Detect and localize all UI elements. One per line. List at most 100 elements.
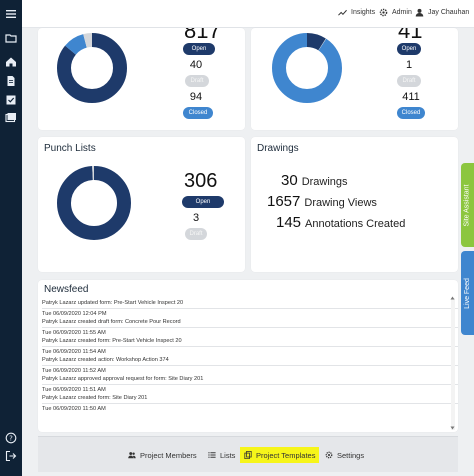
tab-project-templates-label: Project Templates: [256, 450, 316, 460]
gear-icon: [379, 8, 388, 17]
drawing-views-count: 1657: [267, 193, 301, 210]
trend-icon: [338, 9, 347, 16]
document-icon[interactable]: [5, 75, 17, 87]
drawings-row[interactable]: 30 Drawings: [267, 172, 348, 189]
actions-draft-count: 1: [405, 59, 413, 71]
annotations-label: Annotations Created: [305, 218, 406, 230]
punch-lists-card: Punch Lists 306 Open 3 Draft: [38, 137, 245, 272]
list-icon: [208, 452, 216, 458]
live-feed-label: Live Feed: [464, 277, 471, 309]
user-icon: [415, 8, 424, 17]
insights-label: Insights: [351, 9, 376, 16]
left-nav: ?: [0, 0, 22, 476]
bottom-tab-bar: Project Members Lists Project Templates …: [38, 436, 458, 472]
list-item: Tue 06/09/2020 11:54 AM Patryk Lazarz cr…: [42, 347, 458, 366]
tab-project-members[interactable]: Project Members: [128, 447, 197, 463]
annotations-row[interactable]: 145 Annotations Created: [267, 214, 405, 231]
feed-text: Patryk Lazarz created form: Pre-Start Ve…: [42, 338, 182, 344]
tab-lists-label: Lists: [220, 450, 236, 460]
tab-settings-label: Settings: [337, 450, 365, 460]
feed-time: Tue 06/09/2020 11:51 AM: [42, 387, 106, 393]
gallery-icon[interactable]: [5, 112, 17, 124]
forms-draft-count: 40: [189, 59, 203, 71]
live-feed-tab[interactable]: Live Feed: [461, 251, 474, 335]
newsfeed-scrollbar[interactable]: [451, 298, 455, 430]
tab-lists[interactable]: Lists: [208, 447, 235, 463]
actions-closed-pill[interactable]: Closed: [397, 107, 425, 119]
actions-open-pill[interactable]: Open: [397, 43, 421, 55]
punch-draft-pill[interactable]: Draft: [185, 228, 207, 240]
list-item: Tue 06/09/2020 12:04 PM Patryk Lazarz cr…: [42, 309, 458, 328]
newsfeed-card: Newsfeed Patryk Lazarz updated form: Pre…: [38, 280, 458, 432]
forms-donut-chart: [57, 33, 127, 103]
newsfeed-title: Newsfeed: [44, 284, 89, 295]
list-item: Patryk Lazarz updated form: Pre-Start Ve…: [42, 298, 458, 309]
logout-icon[interactable]: [5, 450, 17, 462]
drawings-card: Drawings 30 Drawings 1657 Drawing Views …: [251, 137, 458, 272]
menu-icon[interactable]: [5, 8, 17, 20]
insights-link[interactable]: Insights: [338, 8, 375, 17]
feed-text: Patryk Lazarz updated form: Pre-Start Ve…: [42, 300, 184, 306]
feed-text: Patryk Lazarz created form: Site Diary 2…: [42, 395, 148, 401]
tab-settings[interactable]: Settings: [325, 447, 364, 463]
list-item: Tue 06/09/2020 11:51 AM Patryk Lazarz cr…: [42, 385, 458, 404]
forms-card: 817 Open 40 Draft 94 Closed: [38, 28, 245, 130]
actions-draft-pill[interactable]: Draft: [397, 75, 421, 87]
admin-link[interactable]: Admin: [379, 8, 412, 17]
drawings-label: Drawings: [301, 176, 348, 188]
templates-icon: [244, 451, 252, 459]
forms-closed-pill[interactable]: Closed: [183, 107, 213, 119]
feed-time: Tue 06/09/2020 12:04 PM: [42, 311, 107, 317]
site-assistant-label: Site Assistant: [464, 183, 471, 227]
punch-open-pill[interactable]: Open: [182, 196, 224, 208]
feed-time: Tue 06/09/2020 11:50 AM: [42, 406, 106, 412]
feed-text: Patryk Lazarz created draft form: Concre…: [42, 319, 181, 325]
site-assistant-tab[interactable]: Site Assistant: [461, 163, 474, 247]
punch-donut-chart: [57, 166, 131, 240]
actions-open-count: 41: [398, 28, 423, 43]
user-name: Jay Chauhan: [428, 9, 470, 16]
forms-open-pill[interactable]: Open: [183, 43, 215, 55]
annotations-count: 145: [276, 214, 302, 231]
scroll-down-icon[interactable]: [450, 426, 455, 430]
feed-time: Tue 06/09/2020 11:54 AM: [42, 349, 106, 355]
admin-label: Admin: [392, 9, 412, 16]
punch-draft-segment: [57, 166, 131, 240]
members-icon: [128, 452, 136, 459]
feed-time: Tue 06/09/2020 11:52 AM: [42, 368, 106, 374]
tab-project-templates[interactable]: Project Templates: [240, 447, 320, 463]
punch-open-count: 306: [184, 170, 218, 192]
top-header: Insights Admin Jay Chauhan: [22, 0, 474, 28]
drawings-title: Drawings: [257, 143, 299, 154]
forms-closed-count: 94: [189, 91, 203, 103]
help-icon[interactable]: ?: [5, 432, 17, 444]
forms-draft-segment: [57, 33, 127, 103]
list-item: Tue 06/09/2020 11:55 AM Patryk Lazarz cr…: [42, 328, 458, 347]
newsfeed-list[interactable]: Patryk Lazarz updated form: Pre-Start Ve…: [42, 298, 458, 432]
svg-text:?: ?: [9, 434, 13, 442]
actions-donut-chart: [272, 33, 342, 103]
feed-text: Patryk Lazarz approved approval request …: [42, 376, 204, 382]
punch-lists-title: Punch Lists: [44, 143, 96, 154]
forms-draft-pill[interactable]: Draft: [185, 75, 209, 87]
drawings-count: 30: [281, 172, 298, 189]
feed-text: Patryk Lazarz created action: Workshop A…: [42, 357, 169, 363]
forms-open-count: 817: [184, 28, 221, 43]
checklist-icon[interactable]: [5, 94, 17, 106]
drawing-views-label: Drawing Views: [304, 197, 377, 209]
list-item: Tue 06/09/2020 11:52 AM Patryk Lazarz ap…: [42, 366, 458, 385]
home-icon[interactable]: [5, 56, 17, 68]
actions-card: 41 Open 1 Draft 411 Closed: [251, 28, 458, 130]
settings-gear-icon: [325, 451, 333, 459]
scroll-up-icon[interactable]: [450, 296, 455, 300]
actions-closed-count: 411: [402, 91, 420, 103]
feed-time: Tue 06/09/2020 11:55 AM: [42, 330, 106, 336]
actions-closed-segment: [272, 33, 342, 103]
drawing-views-row[interactable]: 1657 Drawing Views: [267, 193, 377, 210]
tab-project-members-label: Project Members: [140, 450, 197, 460]
punch-draft-count: 3: [192, 212, 200, 224]
user-menu[interactable]: Jay Chauhan: [415, 8, 469, 17]
folder-icon[interactable]: [5, 32, 17, 44]
punch-open-segment: [57, 166, 131, 240]
list-item: Tue 06/09/2020 11:50 AM: [42, 404, 458, 414]
